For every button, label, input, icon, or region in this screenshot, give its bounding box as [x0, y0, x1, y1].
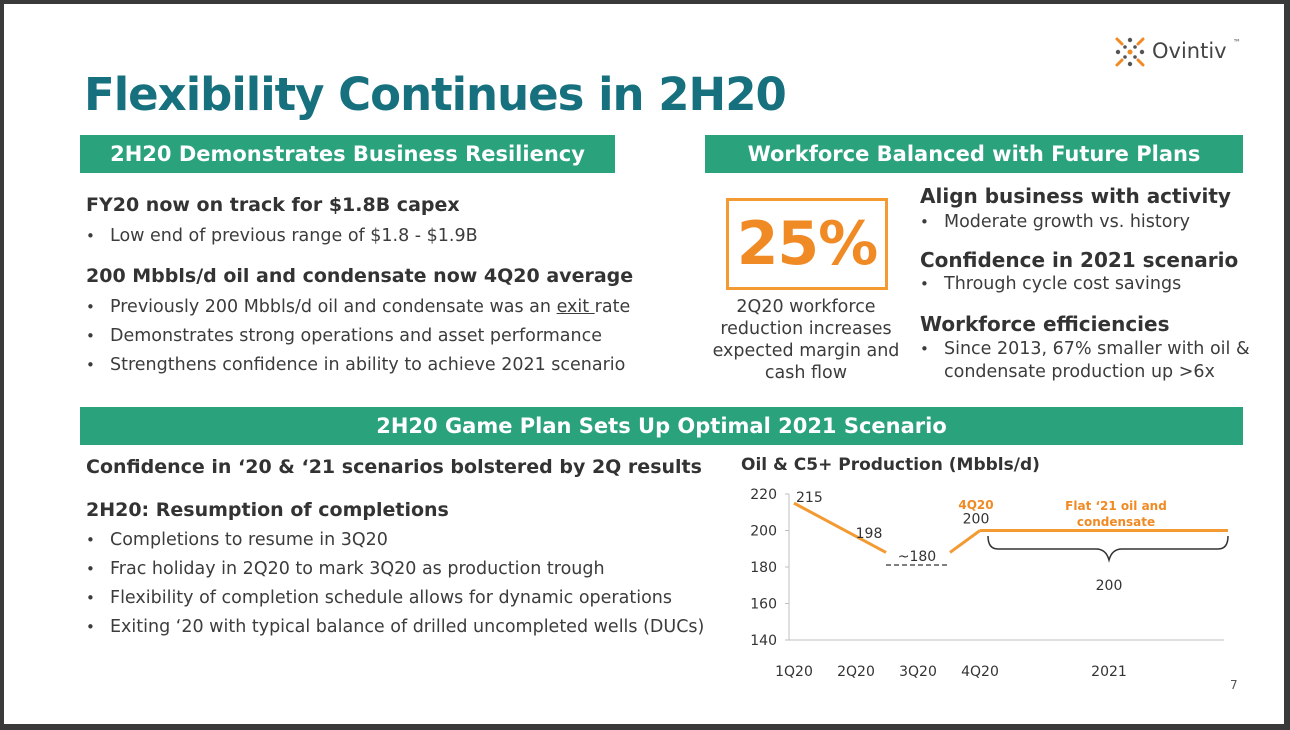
y-tick-label: 140 [750, 633, 777, 649]
bullet-text: Frac holiday in 2Q20 to mark 3Q20 as pro… [110, 559, 605, 579]
data-label-4q20: 200 [963, 512, 990, 528]
right-section-banner: Workforce Balanced with Future Plans [705, 135, 1243, 173]
bullet-dot: • [86, 356, 95, 374]
completions-bullet-4: • Exiting ‘20 with typical balance of dri… [86, 617, 704, 637]
bullet-text: Strengthens confidence in ability to ach… [110, 355, 626, 375]
caption-line: reduction increases [720, 319, 892, 339]
left-section-banner: 2H20 Demonstrates Business Resiliency [80, 135, 615, 173]
confidence-scenarios-heading: Confidence in ‘20 & ‘21 scenarios bolste… [86, 456, 702, 478]
completions-bullet-1: • Completions to resume in 3Q20 [86, 530, 388, 550]
bullet-dot: • [86, 227, 95, 245]
production-bullet-1: • Previously 200 Mbbls/d oil and condensa… [86, 297, 630, 317]
bullet-text: Completions to resume in 3Q20 [110, 530, 388, 550]
completions-heading: 2H20: Resumption of completions [86, 499, 449, 521]
y-tick-label: 180 [750, 560, 777, 576]
bullet-text-underlined: exit [556, 297, 595, 317]
bullet-dot: • [86, 560, 95, 578]
trough-label: ~180 [898, 549, 936, 565]
production-chart: 140 160 180 200 220 1Q20 2Q20 3Q20 4Q20 2021 215… [750, 487, 1229, 680]
workforce-efficiencies-heading: Workforce efficiencies [920, 312, 1170, 336]
y-tick-label: 160 [750, 597, 777, 613]
page-title: Flexibility Continues in 2H20 [84, 68, 787, 121]
bullet-text: Flexibility of completion schedule allow… [110, 588, 672, 608]
bottom-section-banner: 2H20 Game Plan Sets Up Optimal 2021 Scen… [80, 407, 1243, 445]
page-number: 7 [1230, 678, 1238, 692]
x-tick-label: 3Q20 [899, 664, 937, 680]
caption-line: 2Q20 workforce [736, 297, 876, 317]
ovintiv-logo-icon [1115, 37, 1145, 67]
production-bullet-3: • Strengthens confidence in ability to ac… [86, 355, 625, 375]
brace [987, 535, 1229, 563]
bullet-dot: • [86, 618, 95, 636]
bullet-text: Exiting ‘20 with typical balance of dril… [110, 617, 705, 637]
confidence-2021-heading: Confidence in 2021 scenario [920, 248, 1239, 272]
bullet-dot: • [86, 531, 95, 549]
annotation-flat-line2: condensate [1077, 515, 1155, 529]
capex-heading: FY20 now on track for $1.8B capex [86, 194, 460, 216]
align-business-heading: Align business with activity [920, 184, 1231, 208]
annotation-4q20: 4Q20 [958, 498, 993, 512]
bullet-text-pre: Previously 200 Mbbls/d oil and condensat… [110, 297, 557, 317]
logo-wordmark: Ovintiv [1152, 39, 1227, 63]
workforce-reduction-caption: 2Q20 workforce reduction increases expec… [701, 296, 911, 384]
completions-bullet-3: • Flexibility of completion schedule allo… [86, 588, 672, 608]
confidence-2021-bullet: • Through cycle cost savings [920, 274, 1181, 294]
caption-line: cash flow [764, 363, 848, 383]
bullet-text-continued: condensate production up >6x [944, 362, 1215, 382]
bullet-dot: • [86, 298, 95, 316]
capex-bullet: • Low end of previous range of $1.8 - $1.… [86, 226, 478, 246]
completions-bullet-2: • Frac holiday in 2Q20 to mark 3Q20 as pr… [86, 559, 605, 579]
data-label-1q20: 215 [796, 490, 823, 506]
annotation-flat-line1: Flat ‘21 oil and [1065, 499, 1167, 513]
bullet-text: Low end of previous range of $1.8 - $1.9… [110, 226, 478, 246]
bullet-text-post: rate [594, 297, 631, 317]
y-tick-label: 220 [750, 487, 777, 503]
slide: Ovintiv ™ Flexibility Continues in 2H20 … [4, 4, 1284, 724]
x-tick-label: 4Q20 [961, 664, 999, 680]
bullet-dot: • [920, 213, 929, 231]
brace-label: 200 [1096, 578, 1123, 594]
x-tick-label: 2Q20 [837, 664, 875, 680]
logo-trademark: ™ [1233, 38, 1241, 47]
data-label-2q20: 198 [856, 526, 883, 542]
bullet-text: Through cycle cost savings [944, 274, 1182, 294]
workforce-reduction-percent: 25% [726, 198, 888, 290]
workforce-efficiencies-bullet: • Since 2013, 67% smaller with oil & cond… [920, 338, 1250, 384]
y-tick-label: 200 [750, 524, 777, 540]
x-tick-label: 1Q20 [775, 664, 813, 680]
bullet-dot: • [86, 589, 95, 607]
bullet-dot: • [920, 340, 929, 358]
align-business-bullet: • Moderate growth vs. history [920, 212, 1190, 232]
series-line-decline [793, 501, 887, 554]
production-bullet-2: • Demonstrates strong operations and asse… [86, 326, 602, 346]
x-tick-label: 2021 [1091, 664, 1127, 680]
caption-line: expected margin and [712, 341, 900, 361]
bullet-dot: • [86, 327, 95, 345]
bullet-dot: • [920, 275, 929, 293]
ovintiv-logo: Ovintiv ™ [1112, 32, 1242, 72]
bullet-text: Since 2013, 67% smaller with oil & [944, 339, 1250, 359]
bullet-text: Demonstrates strong operations and asset… [110, 326, 602, 346]
chart-title: Oil & C5+ Production (Mbbls/d) [741, 455, 1040, 475]
series-line-recovery [949, 529, 981, 554]
bullet-text: Moderate growth vs. history [944, 212, 1191, 232]
production-heading: 200 Mbbls/d oil and condensate now 4Q20 … [86, 265, 634, 287]
